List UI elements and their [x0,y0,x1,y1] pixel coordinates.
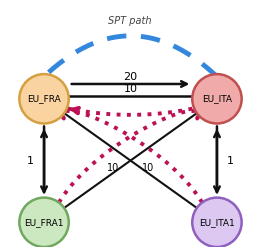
Text: EU_FRA: EU_FRA [27,94,61,103]
Text: EU_ITA1: EU_ITA1 [199,218,235,227]
Text: EU_ITA: EU_ITA [202,94,232,103]
Text: EU_FRA1: EU_FRA1 [24,218,64,227]
Text: 10: 10 [123,84,138,94]
Text: 10: 10 [142,163,154,173]
Circle shape [19,74,69,124]
Circle shape [19,198,69,247]
Circle shape [192,74,242,124]
Text: 1: 1 [27,156,34,165]
Text: 20: 20 [123,72,138,82]
Text: SPT path: SPT path [109,16,152,26]
Text: 10: 10 [107,163,119,173]
Circle shape [192,198,242,247]
Text: 1: 1 [227,156,234,165]
